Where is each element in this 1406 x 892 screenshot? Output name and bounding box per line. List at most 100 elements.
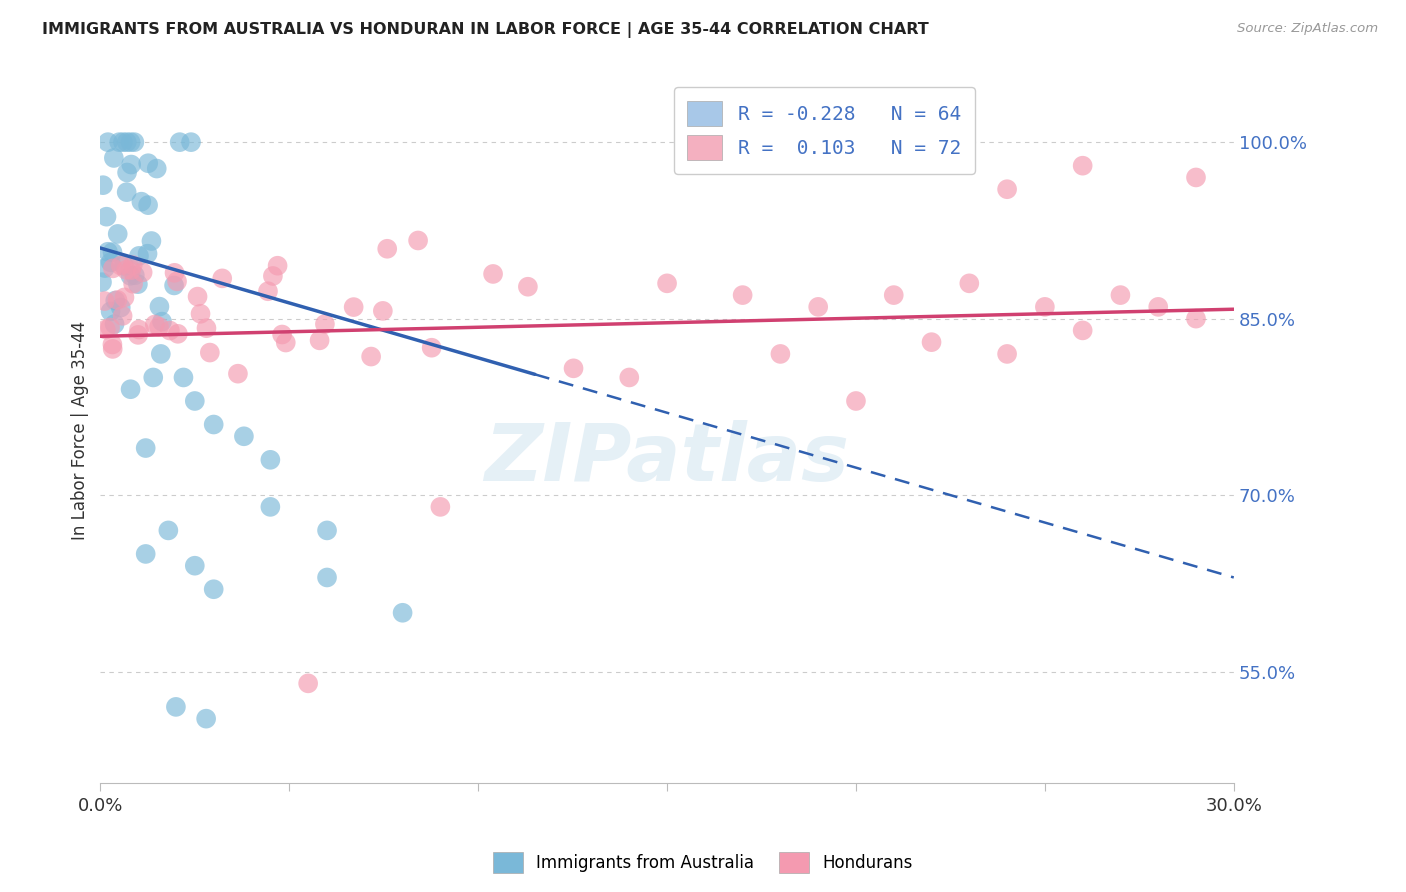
Point — [371, 304, 394, 318]
Text: IMMIGRANTS FROM AUSTRALIA VS HONDURAN IN LABOR FORCE | AGE 35-44 CORRELATION CHA: IMMIGRANTS FROM AUSTRALIA VS HONDURAN IN… — [42, 22, 929, 38]
Point — [91, 178, 114, 193]
Point — [108, 135, 131, 149]
Point — [114, 290, 136, 304]
Point — [769, 347, 792, 361]
Point — [120, 382, 142, 396]
Point — [562, 361, 585, 376]
Point — [429, 500, 451, 514]
Point — [94, 261, 117, 276]
Point — [150, 315, 173, 329]
Point — [1071, 323, 1094, 337]
Point — [91, 275, 114, 289]
Point — [111, 135, 134, 149]
Point — [101, 342, 124, 356]
Point — [120, 263, 142, 277]
Point — [957, 277, 980, 291]
Point — [127, 327, 149, 342]
Text: ZIPatlas: ZIPatlas — [485, 419, 849, 498]
Point — [166, 274, 188, 288]
Point — [124, 268, 146, 283]
Point — [845, 394, 868, 409]
Point — [262, 268, 284, 283]
Point — [257, 285, 280, 299]
Point — [98, 320, 121, 334]
Point — [180, 135, 202, 149]
Point — [97, 135, 120, 149]
Point — [316, 524, 339, 538]
Point — [135, 547, 157, 561]
Point — [184, 394, 207, 409]
Point — [163, 266, 186, 280]
Point — [121, 258, 143, 272]
Point — [122, 277, 145, 291]
Point — [198, 345, 221, 359]
Point — [120, 157, 142, 171]
Point — [112, 259, 135, 273]
Point — [100, 304, 122, 318]
Point — [1109, 288, 1132, 302]
Point — [619, 370, 641, 384]
Point — [195, 321, 218, 335]
Point — [1033, 300, 1056, 314]
Point — [169, 135, 191, 149]
Point — [107, 293, 129, 307]
Point — [104, 317, 127, 331]
Point — [103, 151, 125, 165]
Point — [259, 452, 281, 467]
Point — [807, 300, 830, 314]
Point — [115, 262, 138, 277]
Point — [148, 319, 170, 334]
Point — [187, 290, 209, 304]
Point — [94, 322, 117, 336]
Point — [136, 156, 159, 170]
Point — [104, 293, 127, 308]
Point — [96, 210, 118, 224]
Point — [110, 301, 132, 315]
Point — [184, 558, 207, 573]
Point — [1147, 300, 1170, 314]
Point — [101, 337, 124, 351]
Point — [232, 429, 254, 443]
Point — [921, 335, 943, 350]
Point — [100, 255, 122, 269]
Point — [420, 341, 443, 355]
Point — [655, 277, 678, 291]
Point — [148, 300, 170, 314]
Point — [360, 350, 382, 364]
Point — [1185, 311, 1208, 326]
Point — [202, 417, 225, 432]
Point — [1071, 159, 1094, 173]
Point — [136, 246, 159, 260]
Point — [195, 712, 218, 726]
Point — [159, 324, 181, 338]
Point — [883, 288, 905, 302]
Point — [127, 277, 149, 292]
Point — [145, 161, 167, 176]
Point — [157, 524, 180, 538]
Point — [921, 135, 943, 149]
Point — [516, 279, 538, 293]
Point — [101, 261, 124, 276]
Legend: Immigrants from Australia, Hondurans: Immigrants from Australia, Hondurans — [486, 846, 920, 880]
Point — [165, 699, 187, 714]
Point — [124, 135, 146, 149]
Point — [731, 288, 754, 302]
Point — [190, 307, 212, 321]
Point — [120, 268, 142, 283]
Point — [136, 198, 159, 212]
Point — [115, 185, 138, 199]
Point — [271, 327, 294, 342]
Point — [316, 570, 339, 584]
Point — [149, 347, 172, 361]
Point — [482, 267, 505, 281]
Point — [995, 182, 1018, 196]
Point — [110, 259, 132, 273]
Point — [375, 242, 398, 256]
Point — [1185, 170, 1208, 185]
Point — [120, 135, 142, 149]
Point — [141, 234, 163, 248]
Point — [128, 322, 150, 336]
Point — [163, 278, 186, 293]
Point — [314, 317, 336, 331]
Point — [128, 249, 150, 263]
